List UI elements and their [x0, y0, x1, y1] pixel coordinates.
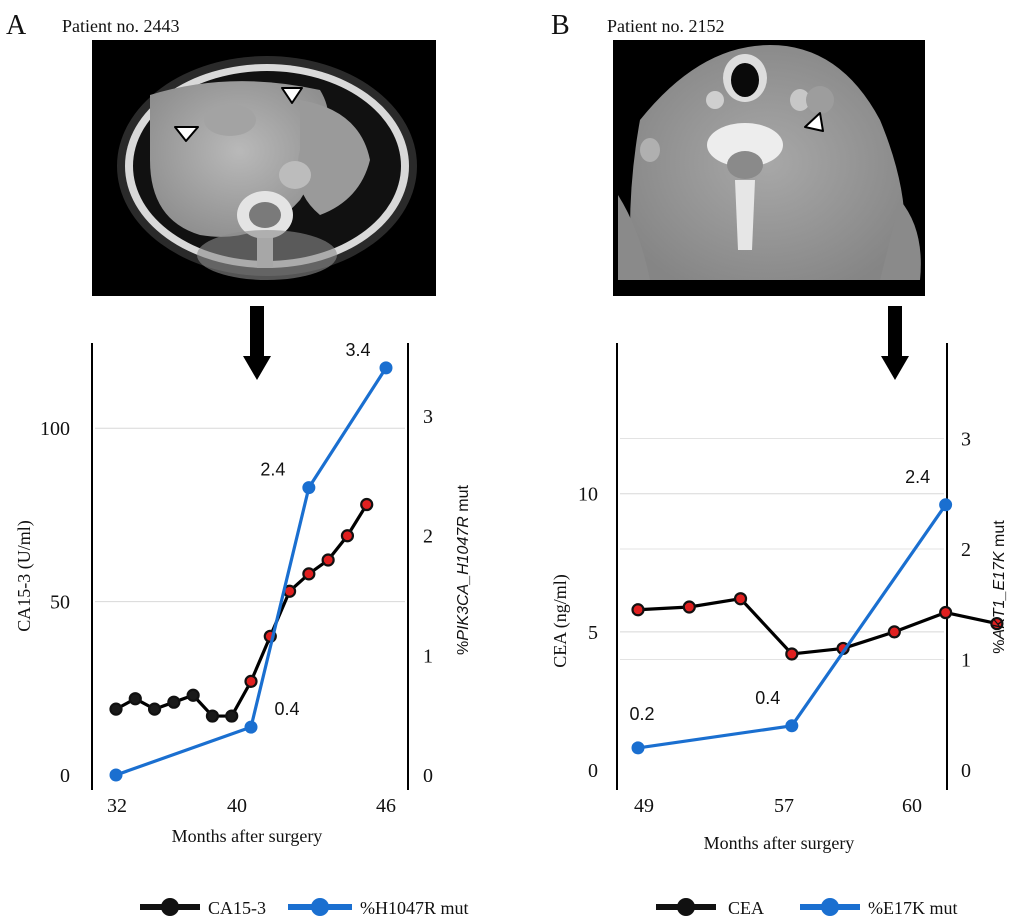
data-point — [939, 605, 953, 620]
data-point — [340, 529, 355, 543]
legend-label: %H1047R mut — [360, 898, 469, 918]
y-tick-label-right: 3 — [423, 406, 433, 428]
arrowhead-marker-icon — [174, 126, 199, 142]
legend-marker — [677, 898, 695, 916]
x-tick-label: 40 — [227, 795, 247, 817]
y-tick-label-right: 1 — [423, 645, 433, 667]
ct-scan-liver — [92, 40, 436, 296]
data-point — [939, 498, 953, 512]
down-arrow-icon — [881, 306, 909, 380]
legend-marker — [161, 898, 179, 916]
legend-item: %H1047R mut — [288, 898, 469, 918]
panel-letter-b: B — [551, 10, 570, 41]
data-point — [360, 497, 374, 512]
data-label: 0.4 — [755, 688, 780, 708]
data-point — [302, 481, 316, 495]
legend-label: %E17K mut — [868, 898, 958, 918]
x-axis-label: Months after surgery — [172, 826, 323, 846]
data-point — [990, 616, 1004, 631]
x-tick-label: 49 — [634, 795, 654, 817]
data-point — [785, 719, 799, 733]
data-point — [205, 709, 220, 723]
series-line-cea — [637, 597, 998, 656]
y-tick-label-left: 0 — [588, 760, 598, 782]
legend-b: CEA %E17K mut — [656, 898, 958, 918]
y-tick-label-right: 0 — [961, 760, 971, 782]
chart-b: 0.2 0.4 2.4 0 5 10 0 1 2 3 49 57 60 CEA (ng/ml) %AK… — [550, 306, 1008, 853]
y-axis-label-left: CA15-3 (U/ml) — [14, 520, 35, 632]
data-point — [631, 741, 645, 755]
legend-marker — [821, 898, 839, 916]
data-point — [186, 688, 200, 702]
y-tick-label-right: 2 — [423, 526, 433, 548]
data-label: 3.4 — [345, 340, 370, 360]
data-point — [733, 592, 748, 606]
data-point — [225, 709, 239, 723]
y-tick-label-left: 5 — [588, 622, 598, 644]
data-point — [128, 692, 142, 706]
legend-marker — [311, 898, 329, 916]
data-point — [109, 768, 123, 782]
legend-item: CEA — [656, 898, 764, 918]
y-tick-label-right: 0 — [423, 765, 433, 787]
data-point — [321, 553, 335, 567]
y-tick-label-right: 1 — [961, 649, 971, 671]
legend-item: %E17K mut — [800, 898, 958, 918]
data-point — [109, 702, 123, 716]
chart-a: 0.4 2.4 3.4 0 50 100 0 1 2 3 32 40 46 CA15-3 (U/ml)… — [14, 306, 472, 846]
data-label: 0.2 — [629, 704, 654, 724]
data-point — [244, 674, 258, 688]
x-tick-label: 57 — [774, 795, 794, 817]
arrowhead-marker-icon — [281, 87, 303, 104]
data-point — [302, 567, 316, 581]
y-tick-label-left: 0 — [60, 765, 70, 787]
y-tick-label-right: 2 — [961, 539, 971, 561]
data-label: 2.4 — [260, 460, 285, 480]
y-axis-label-left: CEA (ng/ml) — [550, 574, 571, 668]
y-axis-label-right: %AKT1_E17K mut — [991, 520, 1008, 654]
patient-label-a: Patient no. 2443 — [62, 16, 180, 36]
data-point — [682, 600, 696, 614]
x-axis-label: Months after surgery — [704, 833, 855, 853]
legend-label: CA15-3 — [208, 898, 266, 918]
y-tick-label-left: 100 — [40, 418, 70, 440]
x-tick-label: 32 — [107, 795, 127, 817]
panel-letter-a: A — [6, 10, 27, 41]
arrowhead-marker-icon — [804, 112, 824, 132]
data-point — [167, 695, 181, 709]
series-line-ca15-3 — [115, 503, 369, 718]
data-point — [631, 603, 645, 617]
legend-item: CA15-3 — [140, 898, 266, 918]
x-tick-label: 46 — [376, 795, 396, 817]
data-point — [147, 702, 162, 716]
data-point — [887, 625, 901, 639]
data-point — [379, 361, 393, 375]
y-axis-label-right: %PIK3CA_H1047R mut — [455, 485, 472, 655]
legend-a: CA15-3 %H1047R mut — [140, 898, 469, 918]
patient-label-b: Patient no. 2152 — [607, 16, 725, 36]
legend-label: CEA — [728, 898, 764, 918]
data-label: 2.4 — [905, 467, 930, 487]
ct-scan-neck — [613, 40, 925, 296]
y-tick-label-left: 50 — [50, 592, 70, 614]
series-line--e17k-mut — [637, 503, 947, 750]
data-label: 0.4 — [274, 699, 299, 719]
y-tick-label-left: 10 — [578, 484, 598, 506]
down-arrow-icon — [243, 306, 271, 380]
series-line--h1047r-mut — [115, 367, 388, 777]
x-tick-label: 60 — [902, 795, 922, 817]
y-tick-label-right: 3 — [961, 428, 971, 450]
data-point — [244, 720, 258, 734]
data-point — [785, 647, 799, 661]
